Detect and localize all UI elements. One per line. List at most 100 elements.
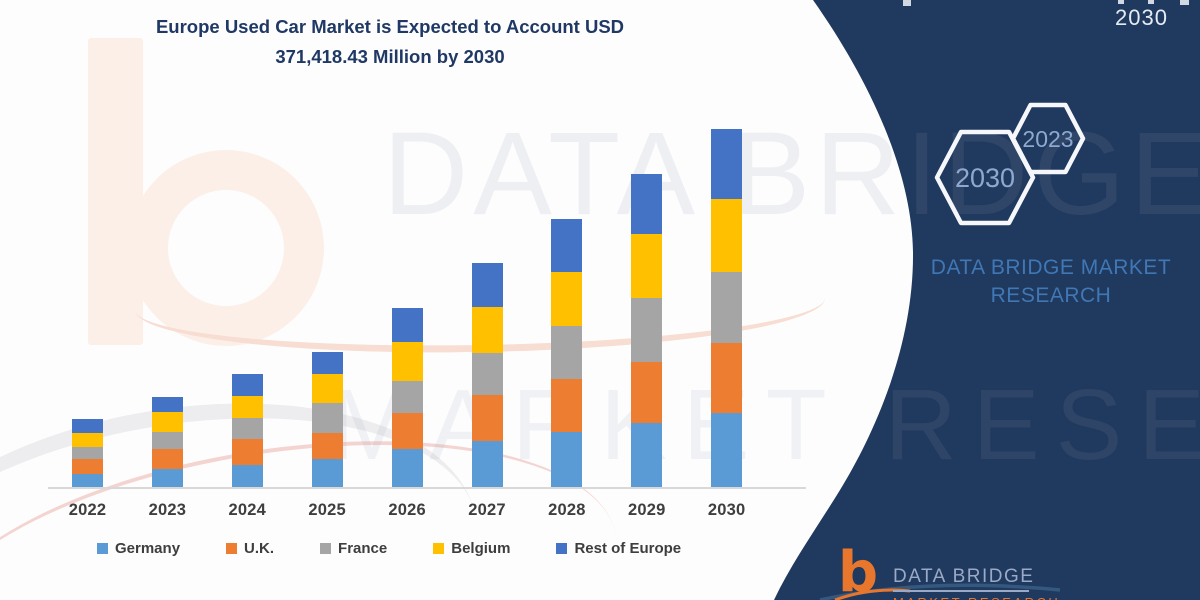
bar-segment-belgium: [551, 271, 583, 327]
x-axis-label-2024: 2024: [228, 501, 267, 519]
hexagon-badges: 2030 2023: [934, 102, 1086, 226]
bar-2028: [551, 218, 583, 487]
bar-2029: [631, 173, 663, 487]
legend-swatch-icon: [226, 543, 238, 554]
bar-segment-france: [231, 417, 263, 440]
bar-segment-rest-of-europe: [551, 218, 583, 272]
legend-swatch-icon: [97, 543, 108, 554]
bar-segment-rest-of-europe: [151, 396, 183, 413]
bar-segment-belgium: [631, 234, 663, 298]
panel-top-year: 2030: [1115, 5, 1168, 30]
bar-segment-u-k-: [631, 361, 663, 424]
legend-label: Rest of Europe: [574, 540, 682, 557]
x-axis-label-2029: 2029: [628, 501, 666, 519]
watermark-logo-b-stem: [88, 38, 143, 345]
bar-segment-u-k-: [151, 448, 183, 469]
x-axis-label-2022: 2022: [68, 501, 107, 519]
hexagon-large-label: 2030: [955, 163, 1015, 193]
hexagon-small-label: 2023: [1022, 126, 1073, 152]
legend-label: France: [338, 540, 388, 557]
bar-segment-france: [551, 326, 583, 379]
bar-segment-belgium: [72, 433, 103, 448]
bar-segment-u-k-: [231, 439, 263, 466]
bar-segment-u-k-: [391, 412, 423, 450]
bar-segment-germany: [72, 474, 103, 487]
x-axis-label-2030: 2030: [707, 501, 746, 519]
footer-logo-b-icon: b: [838, 540, 879, 600]
x-axis-label-2026: 2026: [388, 501, 426, 519]
bar-segment-germany: [391, 449, 423, 487]
legend-item-germany: Germany: [97, 540, 180, 557]
bar-segment-rest-of-europe: [711, 129, 743, 200]
bar-2022: [72, 419, 103, 487]
bar-segment-france: [631, 297, 663, 362]
legend-label: U.K.: [244, 540, 275, 557]
bar-segment-rest-of-europe: [311, 351, 343, 375]
bar-segment-belgium: [311, 374, 343, 404]
bar-segment-belgium: [231, 396, 263, 418]
clipped-text-fragment: [1180, 0, 1189, 5]
bar-segment-france: [151, 432, 183, 449]
bar-segment-germany: [311, 459, 343, 487]
hexagon-small: [1010, 102, 1086, 175]
bar-segment-rest-of-europe: [72, 419, 103, 434]
bar-2024: [231, 374, 263, 487]
bar-2026: [391, 307, 423, 487]
bar-segment-france: [311, 403, 343, 433]
bar-segment-u-k-: [551, 378, 583, 432]
bar-segment-france: [471, 352, 503, 396]
chart-title: Europe Used Car Market is Expected to Ac…: [40, 12, 740, 72]
legend-item-belgium: Belgium: [433, 540, 510, 557]
brand-wordmark: DATA BRIDGE MARKET RESEARCH: [930, 256, 1172, 307]
bar-2027: [471, 262, 503, 487]
legend-swatch-icon: [320, 543, 332, 554]
clipped-text-fragment: [1118, 0, 1124, 4]
bar-segment-rest-of-europe: [631, 173, 663, 235]
bar-segment-rest-of-europe: [471, 262, 503, 307]
bar-segment-germany: [471, 440, 503, 487]
bar-segment-france: [72, 447, 103, 460]
bar-segment-belgium: [471, 306, 503, 353]
legend-label: Germany: [115, 540, 181, 557]
legend-label: Belgium: [451, 540, 511, 557]
hexagon-large: [934, 129, 1036, 226]
x-axis-label-2023: 2023: [148, 501, 187, 519]
bar-2025: [311, 351, 343, 487]
bar-segment-u-k-: [72, 459, 103, 475]
bar-segment-germany: [711, 413, 743, 487]
bar-segment-rest-of-europe: [391, 307, 423, 343]
legend-item-u-k-: U.K.: [226, 540, 274, 557]
bar-segment-france: [711, 271, 743, 343]
bar-2023: [151, 396, 183, 487]
bar-segment-belgium: [711, 199, 743, 272]
bar-2030: [711, 129, 743, 487]
clipped-text-fragment: [1148, 0, 1154, 4]
chart-title-line1: Europe Used Car Market is Expected to Ac…: [155, 16, 625, 37]
clipped-text-fragment: [903, 0, 911, 6]
bar-segment-u-k-: [711, 342, 743, 414]
bar-segment-belgium: [391, 342, 423, 382]
legend-item-france: France: [320, 540, 387, 557]
bar-segment-belgium: [151, 412, 183, 433]
x-axis-label-2025: 2025: [308, 501, 346, 519]
bar-segment-rest-of-europe: [231, 374, 263, 397]
bar-segment-germany: [631, 423, 663, 487]
footer-logo-underline: [893, 590, 1029, 592]
chart-title-line2: 371,418.43 Million by 2030: [275, 46, 505, 67]
x-axis-label-2028: 2028: [548, 501, 586, 519]
bar-segment-germany: [551, 431, 583, 487]
chart-legend: Germany U.K. France Belgium Rest of Europe: [97, 540, 681, 557]
x-axis-line: [48, 487, 806, 489]
bar-segment-u-k-: [311, 432, 343, 460]
legend-swatch-icon: [433, 543, 445, 554]
bar-segment-u-k-: [471, 395, 503, 441]
legend-swatch-icon: [556, 543, 568, 554]
footer-logo-subtitle: MARKET RESEARCH: [893, 595, 1060, 600]
legend-item-rest-of-europe: Rest of Europe: [556, 540, 681, 557]
bar-segment-france: [391, 381, 423, 413]
bar-segment-germany: [151, 468, 183, 487]
x-axis-label-2027: 2027: [468, 501, 506, 519]
